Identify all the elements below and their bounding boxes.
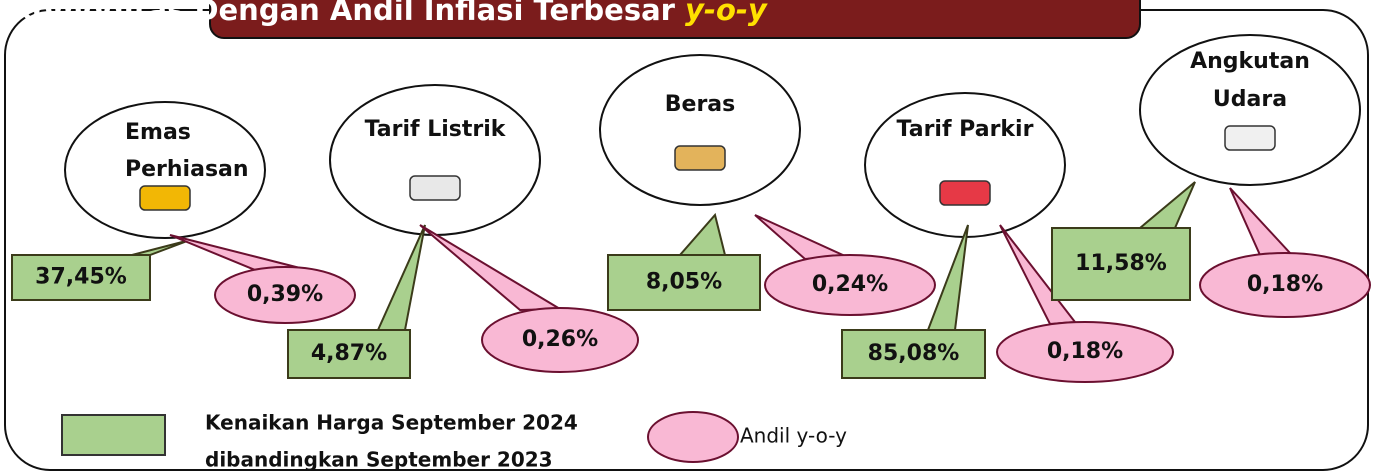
icon <box>409 175 461 201</box>
andil-bubble <box>764 254 936 316</box>
andil: 0,18% <box>1047 339 1123 364</box>
price-change: 8,05% <box>646 270 722 295</box>
price-change: 85,08% <box>868 341 960 366</box>
andil: 0,26% <box>522 327 598 352</box>
icon <box>939 180 991 206</box>
commodity-name: Tarif Listrik <box>365 117 507 142</box>
icon <box>1224 125 1276 151</box>
icon <box>674 145 726 171</box>
legend-price-line1: Kenaikan Harga September 2024 <box>205 411 578 435</box>
andil: 0,24% <box>812 272 888 297</box>
commodity-bubble <box>329 84 541 236</box>
items: Emas Perhiasan 37,45% 0,39% Tarif Listrik 4,8… <box>11 34 1371 383</box>
icon <box>139 185 191 211</box>
commodity-bubble <box>1139 34 1361 186</box>
andil-bubble <box>214 266 356 324</box>
commodity-bubble <box>599 54 801 206</box>
commodity-name: Udara <box>1213 87 1287 112</box>
price-box <box>287 329 411 379</box>
legend-pink-swatch <box>647 411 739 463</box>
andil-bubble <box>1199 252 1371 318</box>
price-box <box>607 254 761 311</box>
price-box <box>1051 227 1191 301</box>
title: 5 Komoditas Dengan Andil Inflasi Terbesa… <box>0 0 676 27</box>
commodity-name: Perhiasan <box>125 157 249 182</box>
commodity-name: Emas <box>125 120 191 145</box>
price-change: 37,45% <box>35 265 127 290</box>
andil: 0,39% <box>247 282 323 307</box>
commodity-name: Beras <box>665 92 735 117</box>
price-box <box>11 254 151 301</box>
title-box <box>209 0 1141 39</box>
commodity-bubble <box>64 101 266 239</box>
price-change: 11,58% <box>1075 251 1167 276</box>
andil-bubble <box>996 321 1174 383</box>
commodity-name: Tarif Parkir <box>897 117 1034 142</box>
legend-green-swatch <box>61 414 166 456</box>
commodity-bubble <box>864 92 1066 238</box>
legend-price-line2: dibandingkan September 2023 <box>205 448 553 472</box>
legend-andil: Andil y-o-y <box>740 424 847 448</box>
title-emphasis: y-o-y <box>685 0 768 27</box>
price-box <box>841 329 986 379</box>
price-change: 4,87% <box>311 341 387 366</box>
commodity-name: Angkutan <box>1190 49 1310 74</box>
andil: 0,18% <box>1247 272 1323 297</box>
andil-bubble <box>481 307 639 373</box>
